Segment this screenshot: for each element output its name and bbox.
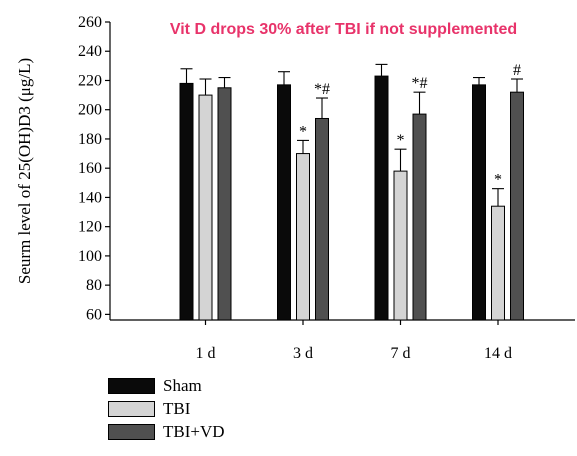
significance-mark: # <box>513 62 521 79</box>
legend-label-tbi-vd: TBI+VD <box>163 421 225 441</box>
y-tick-label: 160 <box>78 160 102 177</box>
x-tick-label: 1 d <box>196 345 216 362</box>
bar <box>393 170 408 321</box>
bar <box>491 205 505 321</box>
significance-mark: * <box>494 172 502 189</box>
y-axis: 60 80 100 120 140 160 180 200 220 240 260 <box>78 14 111 323</box>
legend-label-tbi: TBI <box>163 398 191 418</box>
bar <box>198 94 213 321</box>
bar <box>472 84 486 321</box>
significance-mark: * <box>299 123 307 140</box>
legend: Sham TBI TBI+VD <box>108 374 225 443</box>
x-tick-label: 7 d <box>391 345 411 362</box>
bar <box>179 82 194 321</box>
legend-swatch-tbi-vd <box>108 423 155 440</box>
y-tick-label: 120 <box>78 219 102 236</box>
legend-swatch-sham <box>108 377 155 394</box>
x-axis: 1 d 3 d 7 d 14 d <box>110 319 575 362</box>
y-axis-label: Seurm level of 25(OH)D3 (μg/L) <box>15 58 34 284</box>
significance-mark: *# <box>412 75 428 92</box>
y-tick-label: 80 <box>86 277 102 294</box>
legend-swatch-tbi <box>108 400 155 417</box>
y-tick-label: 60 <box>86 306 102 323</box>
y-tick-label: 180 <box>78 131 102 148</box>
chart-annotation: Vit D drops 30% after TBI if not supplem… <box>169 21 518 38</box>
y-tick-label: 140 <box>78 189 102 206</box>
bar <box>315 117 329 321</box>
bar <box>296 153 310 321</box>
legend-item-sham: Sham <box>108 374 225 397</box>
y-tick-label: 200 <box>78 102 102 119</box>
significance-mark: *# <box>314 81 330 98</box>
x-tick-label: 3 d <box>293 345 313 362</box>
y-tick-label: 260 <box>78 14 102 31</box>
bar <box>277 84 291 321</box>
significance-mark: * <box>397 132 405 149</box>
y-tick-label: 220 <box>78 72 102 89</box>
bar <box>374 75 389 321</box>
bar <box>217 87 232 321</box>
y-tick-label: 100 <box>78 248 102 265</box>
y-tick-label: 240 <box>78 43 102 60</box>
bar <box>510 91 524 321</box>
legend-item-tbi: TBI <box>108 397 225 420</box>
x-tick-label: 14 d <box>484 345 512 362</box>
bar <box>412 113 427 321</box>
legend-item-tbi-vd: TBI+VD <box>108 420 225 443</box>
legend-label-sham: Sham <box>163 375 202 395</box>
bars-group: **#**#*# <box>179 62 524 321</box>
